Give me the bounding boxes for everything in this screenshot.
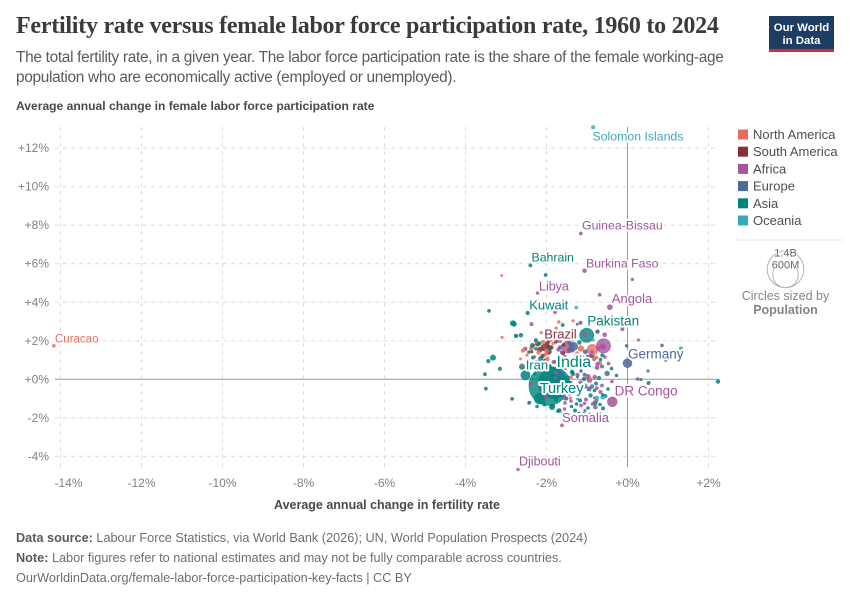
svg-text:-4%: -4% (28, 449, 50, 463)
svg-text:600M: 600M (772, 260, 800, 272)
svg-text:-10%: -10% (208, 476, 236, 490)
svg-text:+2%: +2% (25, 334, 50, 348)
svg-text:Oceania: Oceania (753, 213, 802, 228)
svg-text:Asia: Asia (753, 196, 779, 211)
svg-text:-2%: -2% (536, 476, 558, 490)
svg-text:Europe: Europe (753, 179, 795, 194)
svg-text:1:4B: 1:4B (774, 248, 797, 260)
svg-text:+2%: +2% (696, 476, 721, 490)
svg-text:Turkey: Turkey (540, 381, 585, 397)
svg-text:Somalia: Somalia (562, 410, 610, 425)
svg-text:Guinea-Bissau: Guinea-Bissau (582, 219, 663, 233)
svg-text:Population: Population (753, 303, 818, 317)
svg-text:-4%: -4% (455, 476, 477, 490)
svg-text:-8%: -8% (293, 476, 315, 490)
svg-text:India: India (557, 354, 592, 371)
svg-text:Curacao: Curacao (55, 333, 98, 345)
svg-text:Solomon Islands: Solomon Islands (593, 130, 684, 144)
svg-text:+10%: +10% (18, 180, 49, 194)
svg-text:Pakistan: Pakistan (587, 314, 639, 329)
svg-text:DR Congo: DR Congo (615, 384, 678, 399)
svg-text:South America: South America (753, 144, 838, 159)
svg-text:+6%: +6% (25, 257, 50, 271)
svg-text:-14%: -14% (54, 476, 82, 490)
svg-text:+0%: +0% (25, 372, 50, 386)
svg-text:+12%: +12% (18, 141, 49, 155)
svg-text:North America: North America (753, 127, 836, 142)
svg-text:-12%: -12% (127, 476, 155, 490)
svg-text:Brazil: Brazil (544, 326, 577, 341)
svg-text:Kuwait: Kuwait (529, 298, 568, 313)
svg-text:+8%: +8% (25, 218, 50, 232)
svg-text:+4%: +4% (25, 295, 50, 309)
svg-text:-2%: -2% (28, 411, 50, 425)
svg-text:Africa: Africa (753, 161, 787, 176)
svg-text:Burkina Faso: Burkina Faso (586, 257, 659, 271)
svg-text:Libya: Libya (539, 280, 569, 294)
svg-text:Angola: Angola (612, 291, 653, 306)
svg-text:+0%: +0% (615, 476, 640, 490)
svg-text:Iran: Iran (526, 357, 548, 372)
svg-text:-6%: -6% (374, 476, 396, 490)
svg-text:Djibouti: Djibouti (519, 455, 561, 469)
svg-text:Circles sized by: Circles sized by (742, 289, 830, 303)
svg-text:Bahrain: Bahrain (532, 250, 575, 264)
svg-text:Germany: Germany (628, 347, 684, 362)
